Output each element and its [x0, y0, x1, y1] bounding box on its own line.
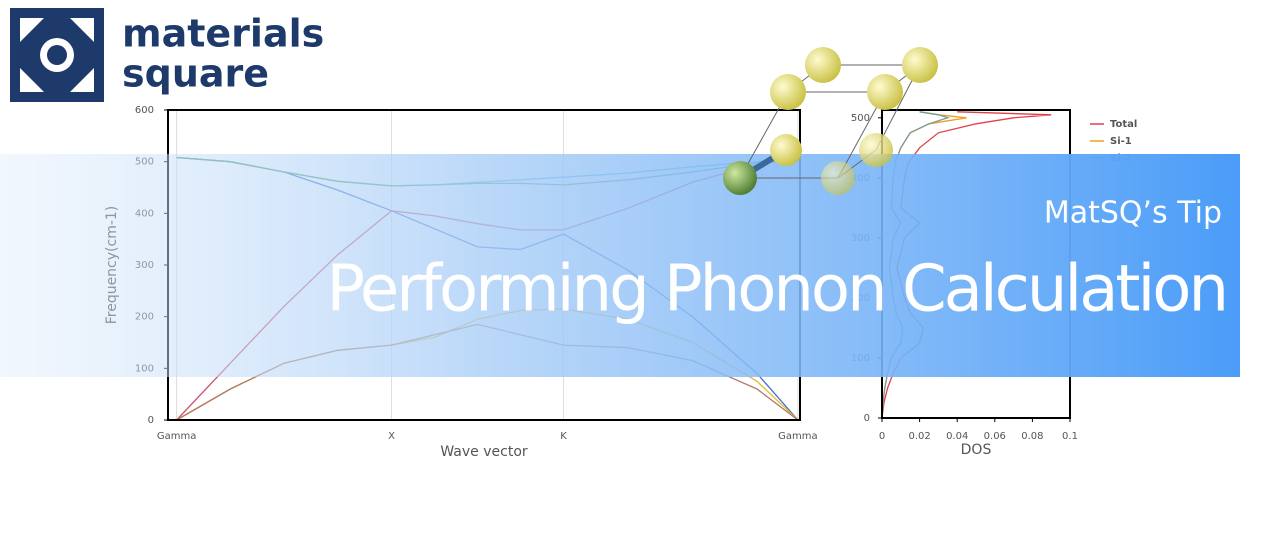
banner-subtitle: MatSQ’s Tip — [1044, 196, 1222, 231]
x-tick-label: 0 — [879, 431, 885, 442]
y-tick-label: 0 — [864, 413, 870, 424]
y-tick-label: 600 — [135, 105, 154, 116]
logo: materials square — [10, 8, 324, 102]
x-tick-label: 0.1 — [1062, 431, 1078, 442]
x-tick-label: Gamma — [157, 431, 197, 442]
x-tick-label: 0.06 — [984, 431, 1006, 442]
logo-line2: square — [122, 52, 269, 96]
crystal — [723, 47, 938, 195]
x-axis-title: Wave vector — [440, 444, 528, 460]
x-tick-label: 0.02 — [908, 431, 930, 442]
legend-label: Total — [1110, 119, 1137, 130]
banner-title: Performing Phonon Calculation — [327, 253, 1227, 327]
logo-line1: materials — [122, 12, 324, 56]
x-tick-label: Gamma — [778, 431, 818, 442]
y-tick-label: 500 — [851, 113, 870, 124]
x-tick-label: K — [560, 431, 567, 442]
y-tick-label: 0 — [148, 415, 154, 426]
x-axis-title: DOS — [961, 442, 992, 458]
x-tick-label: 0.08 — [1021, 431, 1043, 442]
x-tick-label: 0.04 — [946, 431, 968, 442]
x-tick-label: X — [388, 431, 395, 442]
legend-label: Si-1 — [1110, 136, 1132, 147]
banner — [0, 154, 1240, 377]
